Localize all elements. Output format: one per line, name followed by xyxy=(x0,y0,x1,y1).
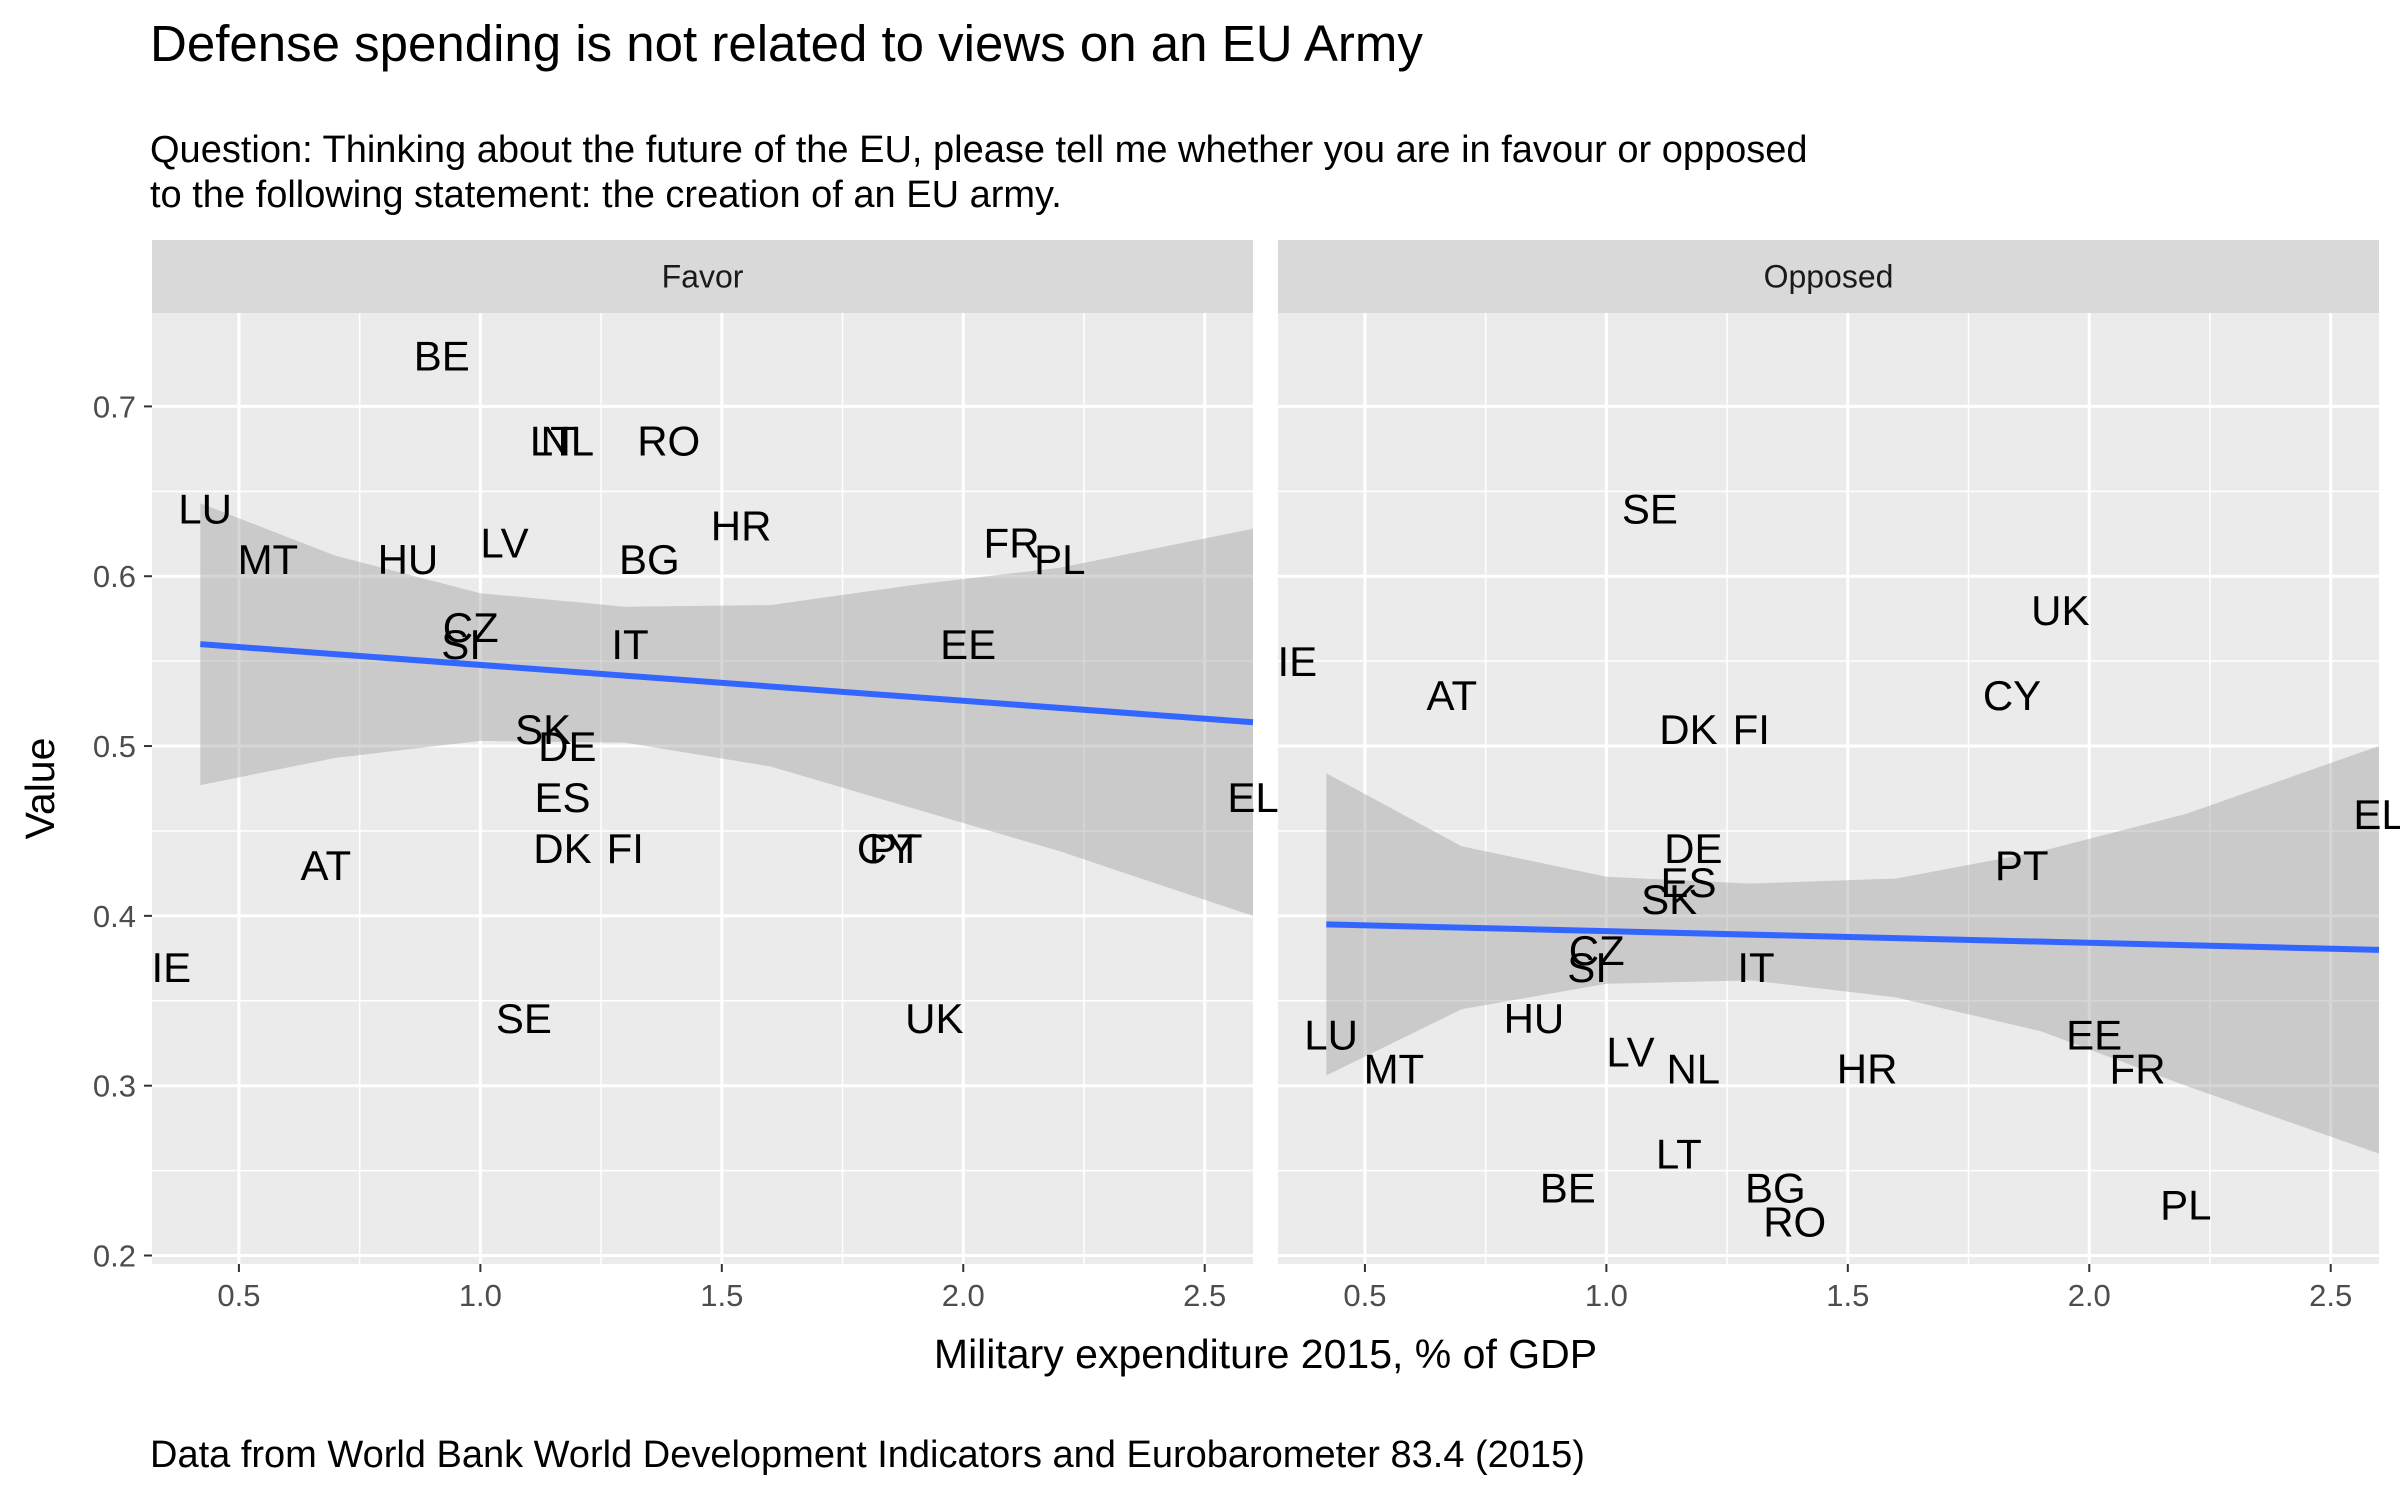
point-label-uk: UK xyxy=(905,995,963,1042)
point-label-si: SI xyxy=(1567,944,1607,991)
chart-subtitle: Question: Thinking about the future of t… xyxy=(150,129,1808,216)
point-label-cy: CY xyxy=(1983,672,2041,719)
point-label-ro: RO xyxy=(1763,1199,1826,1246)
y-tick-label: 0.5 xyxy=(93,729,136,764)
point-label-hu: HU xyxy=(1504,995,1565,1042)
point-label-es: ES xyxy=(534,774,590,821)
point-label-lt: LT xyxy=(1656,1131,1702,1178)
point-label-be: BE xyxy=(414,332,470,379)
point-label-cy: CY xyxy=(857,825,915,872)
point-label-it: IT xyxy=(611,621,648,668)
x-tick-label: 1.5 xyxy=(700,1278,743,1313)
point-label-lv: LV xyxy=(1606,1029,1654,1076)
point-label-lt: LT xyxy=(530,417,576,464)
point-label-si: SI xyxy=(441,621,481,668)
point-label-bg: BG xyxy=(619,536,680,583)
chart-caption: Data from World Bank World Development I… xyxy=(150,1434,1585,1476)
confidence-ribbon xyxy=(1326,746,2379,1154)
point-label-de: DE xyxy=(1664,825,1722,872)
point-label-lu: LU xyxy=(178,485,232,532)
trend-line xyxy=(1326,921,2380,953)
y-tick-label: 0.4 xyxy=(93,899,136,934)
point-label-nl: NL xyxy=(540,417,594,464)
point-label-bg: BG xyxy=(1745,1165,1806,1212)
point-label-se: SE xyxy=(496,995,552,1042)
panel-background xyxy=(152,313,1253,1264)
point-label-uk: UK xyxy=(2031,587,2089,634)
trend-line xyxy=(200,641,1254,726)
confidence-ribbon xyxy=(200,503,1253,916)
point-label-hu: HU xyxy=(378,536,439,583)
point-label-ee: EE xyxy=(2066,1012,2122,1059)
point-label-be: BE xyxy=(1540,1165,1596,1212)
point-label-hr: HR xyxy=(711,502,772,549)
x-tick-label: 2.0 xyxy=(2068,1278,2111,1313)
facet-strip-label: Favor xyxy=(662,259,744,295)
point-label-sk: SK xyxy=(1641,876,1697,923)
point-label-ee: EE xyxy=(940,621,996,668)
point-label-it: IT xyxy=(1737,944,1774,991)
facet-strip xyxy=(1278,240,2379,313)
point-label-el: EL xyxy=(2353,791,2400,838)
x-tick-label: 0.5 xyxy=(1343,1278,1386,1313)
point-label-cz: CZ xyxy=(1569,927,1625,974)
x-tick-label: 1.0 xyxy=(1585,1278,1628,1313)
point-label-el: EL xyxy=(1227,774,1278,821)
point-label-mt: MT xyxy=(1364,1046,1425,1093)
point-label-lv: LV xyxy=(480,519,528,566)
point-label-dk: DK xyxy=(533,825,591,872)
point-label-fr: FR xyxy=(2110,1046,2166,1093)
facet-strip xyxy=(152,240,1253,313)
point-label-dk: DK xyxy=(1659,706,1717,753)
x-tick-label: 1.5 xyxy=(1826,1278,1869,1313)
y-tick-label: 0.3 xyxy=(93,1069,136,1104)
x-tick-label: 0.5 xyxy=(217,1278,260,1313)
point-label-es: ES xyxy=(1660,859,1716,906)
point-label-mt: MT xyxy=(238,536,299,583)
y-axis-title: Value xyxy=(17,738,63,840)
point-label-fr: FR xyxy=(984,519,1040,566)
point-label-pt: PT xyxy=(1995,842,2049,889)
point-label-lu: LU xyxy=(1304,1012,1358,1059)
point-label-ie: IE xyxy=(1277,638,1317,685)
point-label-at: AT xyxy=(1427,672,1478,719)
y-tick-label: 0.7 xyxy=(93,389,136,424)
point-label-se: SE xyxy=(1622,485,1678,532)
point-label-pt: PT xyxy=(869,825,923,872)
y-tick-label: 0.2 xyxy=(93,1239,136,1274)
point-label-de: DE xyxy=(538,723,596,770)
point-label-hr: HR xyxy=(1837,1046,1898,1093)
point-label-nl: NL xyxy=(1666,1046,1720,1093)
point-label-fi: FI xyxy=(607,825,644,872)
x-tick-label: 2.0 xyxy=(942,1278,985,1313)
point-label-sk: SK xyxy=(515,706,571,753)
point-label-fi: FI xyxy=(1733,706,1770,753)
y-tick-label: 0.6 xyxy=(93,559,136,594)
x-axis-title: Military expenditure 2015, % of GDP xyxy=(934,1331,1597,1377)
point-label-ie: IE xyxy=(151,944,191,991)
chart-title: Defense spending is not related to views… xyxy=(150,15,1423,72)
point-label-pl: PL xyxy=(1034,536,1085,583)
x-tick-label: 2.5 xyxy=(2309,1278,2352,1313)
x-tick-label: 1.0 xyxy=(459,1278,502,1313)
point-label-at: AT xyxy=(301,842,352,889)
point-label-cz: CZ xyxy=(443,604,499,651)
facet-strip-label: Opposed xyxy=(1764,259,1894,295)
panel-background xyxy=(1278,313,2379,1264)
point-label-pl: PL xyxy=(2160,1182,2211,1229)
x-tick-label: 2.5 xyxy=(1183,1278,1226,1313)
point-label-ro: RO xyxy=(637,417,700,464)
